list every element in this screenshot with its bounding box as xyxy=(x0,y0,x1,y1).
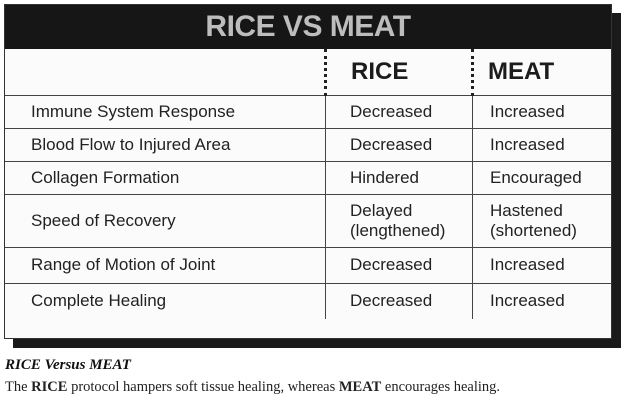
header-meat: MEAT xyxy=(471,49,611,95)
header-row: RICE MEAT xyxy=(5,49,611,95)
rice-cell: Hindered xyxy=(325,160,473,194)
rice-cell: Decreased xyxy=(325,127,473,161)
caption-term-rice: RICE xyxy=(31,379,68,395)
meat-cell: Hastened (shortened) xyxy=(472,193,611,247)
meat-cell: Increased xyxy=(472,246,611,283)
meat-cell: Encouraged xyxy=(472,160,611,194)
meat-cell: Increased xyxy=(472,282,611,319)
caption-text-2: protocol hampers soft tissue healing, wh… xyxy=(67,379,339,395)
comparison-card: RICE VS MEAT RICE MEAT Immune System Res… xyxy=(4,4,612,339)
header-blank xyxy=(5,49,326,95)
comparison-table: RICE MEAT Immune System Response Decreas… xyxy=(5,49,611,319)
caption-term-meat: MEAT xyxy=(338,379,382,395)
row-label: Immune System Response xyxy=(5,94,326,128)
table-row: Complete Healing Decreased Increased xyxy=(5,282,611,319)
meat-cell: Increased xyxy=(472,94,611,128)
row-label: Range of Motion of Joint xyxy=(5,246,326,283)
table-title: RICE VS MEAT xyxy=(205,10,411,43)
title-bar: RICE VS MEAT xyxy=(5,5,611,49)
row-label: Blood Flow to Injured Area xyxy=(5,127,326,161)
rice-cell: Delayed (lengthened) xyxy=(325,193,473,247)
rice-cell: Decreased xyxy=(325,282,473,319)
cell-line: Delayed xyxy=(350,200,413,220)
caption-text: The RICE protocol hampers soft tissue he… xyxy=(5,379,525,396)
table-row: Blood Flow to Injured Area Decreased Inc… xyxy=(5,127,611,161)
header-rice: RICE xyxy=(324,49,473,95)
table-row: Immune System Response Decreased Increas… xyxy=(5,94,611,128)
cell-line: (shortened) xyxy=(490,220,577,240)
cell-line: Hastened xyxy=(490,200,563,220)
row-label: Collagen Formation xyxy=(5,160,326,194)
cell-line: (lengthened) xyxy=(350,220,446,240)
caption-text-1: The xyxy=(5,379,32,395)
table-row: Collagen Formation Hindered Encouraged xyxy=(5,160,611,194)
row-label: Speed of Recovery xyxy=(5,193,326,247)
caption-title: RICE Versus MEAT xyxy=(5,357,131,373)
rice-cell: Decreased xyxy=(325,94,473,128)
rice-cell: Decreased xyxy=(325,246,473,283)
table-row: Speed of Recovery Delayed (lengthened) Ha… xyxy=(5,193,611,247)
row-label: Complete Healing xyxy=(5,282,326,319)
table-row: Range of Motion of Joint Decreased Incre… xyxy=(5,246,611,283)
meat-cell: Increased xyxy=(472,127,611,161)
caption-text-3: encourages healing. xyxy=(381,379,501,395)
